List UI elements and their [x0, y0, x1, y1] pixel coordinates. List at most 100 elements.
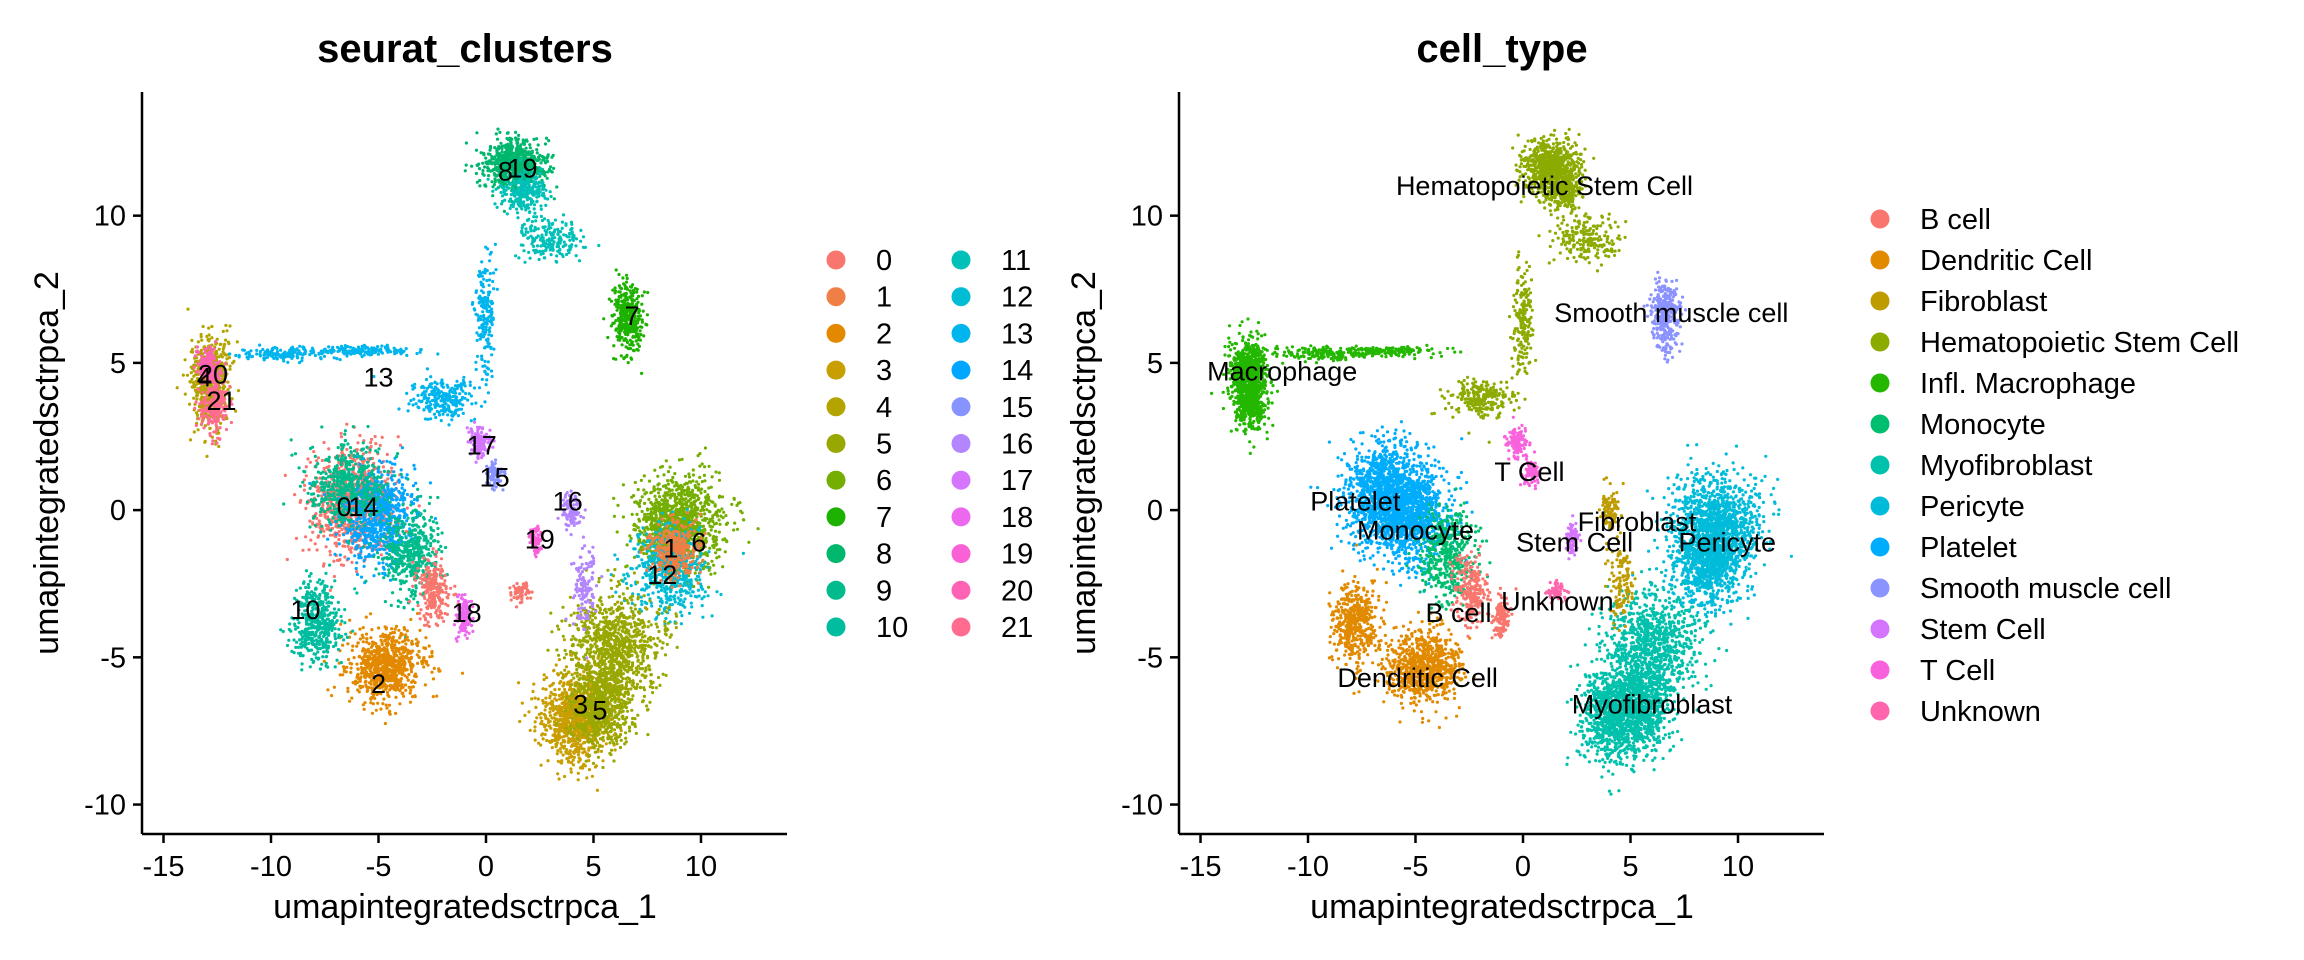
data-point	[392, 488, 396, 492]
data-point	[326, 524, 330, 528]
data-point	[365, 689, 369, 694]
data-point	[327, 601, 331, 605]
data-point	[221, 347, 225, 351]
data-point	[407, 587, 411, 592]
data-point	[431, 677, 436, 681]
data-point	[198, 408, 203, 412]
data-point	[405, 506, 409, 510]
data-point	[335, 475, 339, 479]
data-point	[301, 654, 305, 658]
data-point	[343, 438, 348, 443]
data-point	[308, 665, 312, 669]
data-point	[306, 457, 310, 461]
data-point	[436, 526, 440, 531]
data-point	[313, 634, 317, 638]
data-point	[442, 619, 446, 624]
data-point	[347, 453, 351, 457]
data-point	[430, 670, 434, 674]
data-point	[349, 666, 353, 670]
data-point	[344, 460, 348, 465]
data-point	[336, 458, 340, 462]
data-point	[418, 611, 422, 615]
data-point	[460, 593, 464, 597]
data-point	[343, 544, 347, 548]
data-point	[385, 658, 389, 663]
data-point	[299, 498, 303, 503]
data-point	[328, 506, 332, 510]
data-point	[377, 465, 381, 469]
data-point	[331, 644, 336, 649]
data-point	[424, 601, 428, 605]
data-point	[333, 579, 337, 583]
data-point	[375, 651, 379, 655]
data-point	[385, 706, 389, 710]
data-point	[344, 526, 349, 531]
data-point	[383, 573, 387, 577]
data-point	[343, 555, 347, 559]
data-point	[348, 446, 353, 450]
data-point	[386, 674, 390, 678]
data-point	[359, 550, 363, 554]
data-point	[317, 502, 321, 506]
data-point	[312, 492, 316, 496]
data-point	[412, 550, 417, 554]
data-point	[358, 627, 362, 631]
data-point	[422, 517, 426, 521]
data-point	[378, 646, 382, 650]
data-point	[212, 430, 216, 434]
data-point	[336, 524, 341, 528]
data-point	[423, 646, 427, 650]
data-point	[372, 485, 376, 489]
data-point	[332, 685, 336, 689]
data-point	[360, 481, 364, 485]
data-point	[339, 482, 344, 486]
data-point	[389, 679, 393, 683]
data-point	[314, 465, 318, 469]
data-point	[394, 695, 398, 700]
data-point	[379, 544, 383, 548]
data-point	[332, 504, 336, 508]
data-point	[327, 447, 331, 451]
data-point	[334, 466, 338, 470]
data-point	[324, 595, 328, 599]
data-point	[437, 589, 442, 593]
data-point	[348, 529, 352, 533]
data-point	[326, 644, 330, 648]
data-point	[399, 582, 403, 586]
data-point	[351, 425, 355, 429]
data-point	[465, 636, 469, 641]
data-point	[394, 640, 398, 644]
data-point	[367, 475, 371, 479]
data-point	[404, 655, 408, 659]
data-point	[304, 569, 308, 573]
data-point	[372, 574, 376, 578]
data-point	[192, 430, 196, 434]
data-point	[319, 500, 324, 504]
data-point	[330, 494, 334, 498]
data-point	[386, 531, 390, 535]
data-point	[431, 520, 435, 524]
data-point	[361, 531, 365, 536]
data-point	[345, 422, 349, 426]
data-point	[335, 454, 339, 458]
data-point	[369, 444, 373, 449]
data-point	[406, 516, 410, 520]
data-point	[357, 654, 362, 658]
data-point	[304, 585, 308, 590]
data-point	[431, 587, 435, 591]
data-point	[405, 675, 409, 680]
data-point	[319, 513, 323, 517]
data-point	[335, 544, 339, 548]
data-point	[402, 665, 406, 669]
data-point	[398, 679, 403, 683]
data-point	[328, 623, 332, 627]
data-point	[393, 568, 397, 572]
data-point	[463, 633, 467, 637]
data-point	[422, 614, 426, 618]
data-point	[427, 559, 431, 563]
data-point	[350, 648, 354, 653]
data-point	[305, 590, 309, 594]
data-point	[221, 329, 225, 333]
data-point	[361, 545, 365, 549]
data-point	[432, 584, 436, 588]
